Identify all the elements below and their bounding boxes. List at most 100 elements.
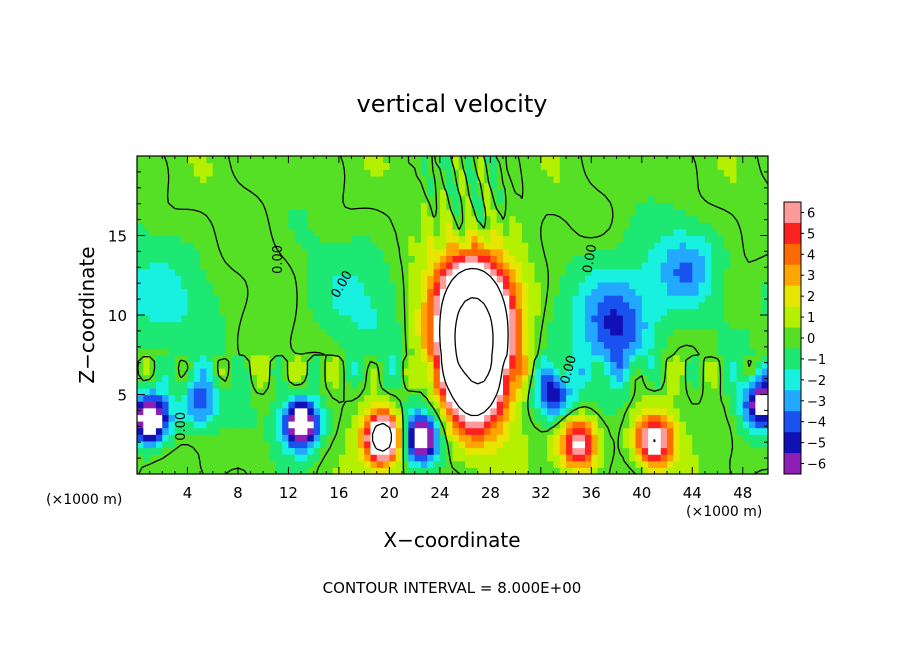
field-cell (572, 222, 579, 229)
field-cell (257, 342, 264, 349)
field-cell (724, 355, 731, 362)
field-cell (276, 381, 283, 388)
field-cell (345, 428, 352, 435)
field-cell (623, 355, 630, 362)
field-cell (617, 322, 624, 329)
field-cell (200, 355, 207, 362)
field-cell (377, 454, 384, 461)
field-cell (326, 401, 333, 408)
field-cell (547, 408, 554, 415)
field-cell (623, 176, 630, 183)
field-cell (434, 355, 441, 362)
field-cell (465, 163, 472, 170)
field-cell (150, 401, 157, 408)
field-cell (364, 342, 371, 349)
field-cell (314, 342, 321, 349)
field-cell (446, 408, 453, 415)
field-cell (617, 315, 624, 322)
field-cell (497, 355, 504, 362)
field-cell (421, 348, 428, 355)
field-cell (560, 229, 567, 236)
field-cell (225, 395, 232, 402)
field-cell (453, 196, 460, 203)
field-cell (484, 414, 491, 421)
field-cell (282, 441, 289, 448)
field-cell (699, 216, 706, 223)
field-cell (225, 176, 232, 183)
field-cell (465, 428, 472, 435)
field-cell (339, 361, 346, 368)
field-cell (736, 461, 743, 468)
field-cell (711, 328, 718, 335)
field-cell (724, 342, 731, 349)
field-cell (370, 335, 377, 342)
field-cell (333, 255, 340, 262)
field-cell (711, 282, 718, 289)
field-cell (200, 289, 207, 296)
field-cell (610, 269, 617, 276)
field-cell (377, 169, 384, 176)
field-cell (629, 216, 636, 223)
field-cell (711, 408, 718, 415)
field-cell (288, 209, 295, 216)
field-cell (730, 328, 737, 335)
field-cell (453, 381, 460, 388)
field-cell (295, 216, 302, 223)
field-cell (421, 414, 428, 421)
field-cell (566, 342, 573, 349)
field-cell (648, 255, 655, 262)
field-cell (686, 255, 693, 262)
field-cell (314, 255, 321, 262)
field-cell (206, 388, 213, 395)
field-cell (591, 428, 598, 435)
field-cell (610, 322, 617, 329)
field-cell (320, 295, 327, 302)
field-cell (352, 381, 359, 388)
field-cell (635, 388, 642, 395)
field-cell (206, 242, 213, 249)
field-cell (427, 408, 434, 415)
field-cell (598, 169, 605, 176)
field-cell (465, 461, 472, 468)
field-cell (225, 275, 232, 282)
field-cell (288, 255, 295, 262)
field-cell (465, 242, 472, 249)
field-cell (232, 262, 239, 269)
field-cell (730, 441, 737, 448)
field-cell (629, 295, 636, 302)
field-cell (358, 169, 365, 176)
field-cell (251, 461, 258, 468)
field-cell (661, 202, 668, 209)
field-cell (238, 361, 245, 368)
field-cell (389, 421, 396, 428)
field-cell (623, 421, 630, 428)
field-cell (301, 448, 308, 455)
field-cell (187, 381, 194, 388)
field-cell (415, 401, 422, 408)
field-cell (270, 295, 277, 302)
field-cell (156, 282, 163, 289)
field-cell (598, 209, 605, 216)
field-cell (181, 395, 188, 402)
field-cell (408, 308, 415, 315)
field-cell (535, 395, 542, 402)
field-cell (320, 322, 327, 329)
field-cell (509, 216, 516, 223)
field-cell (718, 275, 725, 282)
field-cell (635, 428, 642, 435)
field-cell (642, 236, 649, 243)
field-cell (345, 401, 352, 408)
field-cell (711, 375, 718, 382)
field-cell (610, 163, 617, 170)
field-cell (396, 434, 403, 441)
field-cell (516, 355, 523, 362)
field-cell (150, 189, 157, 196)
field-cell (736, 335, 743, 342)
field-cell (673, 421, 680, 428)
field-cell (459, 395, 466, 402)
colorbar-swatch (784, 286, 801, 307)
field-cell (143, 441, 150, 448)
field-cell (667, 189, 674, 196)
field-cell (427, 222, 434, 229)
field-cell (673, 202, 680, 209)
